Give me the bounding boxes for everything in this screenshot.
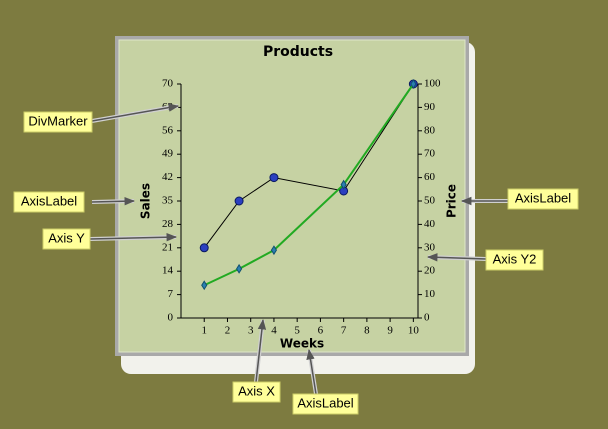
point — [234, 196, 244, 206]
point — [410, 79, 417, 89]
y-tick-label: 35 — [162, 195, 174, 207]
y-tick-label: 14 — [162, 265, 174, 277]
callout-label: Axis X — [238, 383, 275, 398]
callout-box — [485, 249, 544, 271]
x-tick-label: 10 — [408, 325, 420, 337]
point — [340, 179, 347, 190]
y-tick-label: 0 — [168, 312, 174, 324]
y-tick-label: 7 — [168, 288, 174, 300]
callout-label: Axis Y2 — [493, 251, 537, 266]
callout-label: AxisLabel — [21, 193, 77, 208]
x-tick-label: 6 — [318, 325, 324, 337]
x-tick-label: 8 — [364, 325, 370, 337]
y2-tick-label: 60 — [424, 171, 436, 183]
callout-box — [292, 393, 359, 415]
callout-box — [507, 188, 579, 210]
y2-tick-label: 50 — [424, 195, 436, 207]
x-axis-label: Weeks — [280, 337, 324, 351]
y2-tick-label: 70 — [424, 148, 436, 160]
x-tick-label: 1 — [201, 325, 207, 337]
y-tick-label: 21 — [162, 241, 173, 253]
callout-label: Axis Y — [48, 230, 85, 245]
y-tick-label: 56 — [162, 124, 174, 136]
y-tick-label: 28 — [162, 218, 174, 230]
point — [199, 243, 209, 253]
callout-arrow — [255, 318, 267, 383]
callout-label: AxisLabel — [297, 395, 353, 410]
y2-tick-label: 30 — [424, 241, 436, 253]
callout-box — [13, 191, 85, 213]
callout-label: DivMarker — [28, 113, 88, 128]
x-tick-label: 5 — [294, 325, 300, 337]
callout-box — [232, 381, 281, 403]
x-tick-label: 4 — [271, 325, 277, 337]
point — [270, 245, 278, 256]
x-tick-label: 7 — [341, 325, 347, 337]
x-tick-label: 3 — [248, 325, 254, 337]
y2-tick-label: 40 — [424, 218, 436, 230]
callout-arrow — [426, 253, 487, 262]
x-tick-label: 2 — [225, 325, 231, 337]
y2-tick-label: 20 — [424, 265, 436, 277]
y-tick-label: 42 — [162, 171, 173, 183]
y2-tick-label: 80 — [424, 124, 436, 136]
y2-axis-label: Price — [445, 184, 459, 218]
y-tick-label: 49 — [162, 148, 174, 160]
point — [235, 263, 243, 274]
chart-title: Products — [263, 44, 333, 60]
point — [269, 173, 279, 183]
y-axis-label: Sales — [139, 183, 153, 219]
callout-arrow — [91, 103, 180, 122]
y2-tick-label: 0 — [424, 312, 430, 324]
y2-tick-label: 90 — [424, 101, 436, 113]
callout-arrow — [89, 233, 178, 242]
x-tick-label: 9 — [387, 325, 393, 337]
point — [201, 280, 208, 291]
callout-box — [42, 228, 91, 250]
y-tick-label: 70 — [162, 78, 174, 90]
callout-arrow — [306, 348, 317, 395]
callout-arrow — [91, 197, 136, 206]
callout-label: AxisLabel — [515, 190, 571, 205]
y2-tick-label: 10 — [424, 288, 436, 300]
y2-tick-label: 100 — [424, 78, 441, 90]
callout-box — [23, 111, 93, 133]
